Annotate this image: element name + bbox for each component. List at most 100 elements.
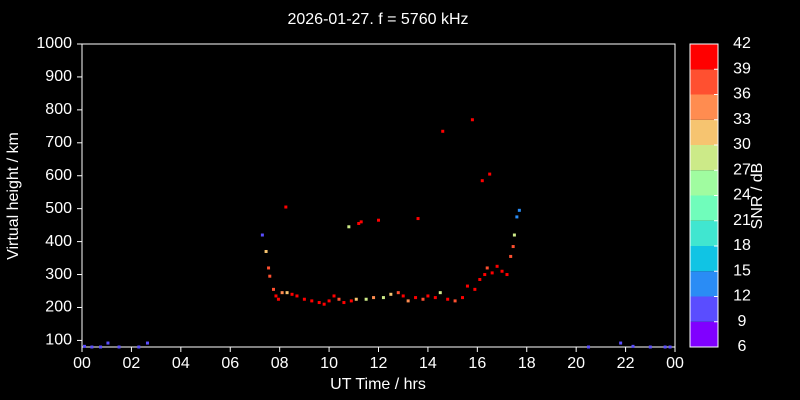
data-point <box>426 294 430 298</box>
x-tick-label: 00 <box>73 355 91 372</box>
x-tick-label: 12 <box>370 355 388 372</box>
data-point <box>377 218 380 222</box>
colorbar-band <box>690 119 718 145</box>
colorbar-band <box>690 69 718 95</box>
data-point <box>337 297 341 301</box>
data-point <box>587 345 591 349</box>
data-point <box>332 294 336 298</box>
colorbar-band <box>690 296 718 322</box>
colorbar-band <box>690 145 718 171</box>
y-tick-label: 200 <box>45 299 72 316</box>
data-point <box>372 296 376 300</box>
y-axis-label: Virtual height / km <box>5 132 22 260</box>
data-point <box>317 301 321 305</box>
data-point <box>322 302 326 306</box>
data-point <box>260 233 264 237</box>
data-point <box>310 299 314 303</box>
colorbar-tick-label: 36 <box>733 86 751 103</box>
x-tick-label: 20 <box>567 355 585 372</box>
x-tick-label: 22 <box>617 355 635 372</box>
y-tick-label: 1000 <box>36 35 72 52</box>
x-axis-label: UT Time / hrs <box>330 376 426 393</box>
data-point <box>295 294 299 298</box>
x-tick-label: 10 <box>320 355 338 372</box>
data-point <box>90 345 94 349</box>
colorbar-label: SNR / dB <box>749 163 766 230</box>
data-point <box>663 345 667 349</box>
data-point <box>465 284 469 288</box>
data-point <box>619 341 623 345</box>
data-point <box>349 299 353 303</box>
x-tick-label: 00 <box>666 355 684 372</box>
colorbar-tick-label: 27 <box>733 161 751 178</box>
data-point <box>137 345 141 349</box>
data-point <box>485 266 489 270</box>
colorbar-band <box>690 94 718 120</box>
colorbar-tick-label: 30 <box>733 136 751 153</box>
colorbar-tick-label: 6 <box>738 338 747 355</box>
colorbar-tick-label: 39 <box>733 60 751 77</box>
data-point <box>483 273 487 277</box>
data-point <box>327 299 331 303</box>
data-point <box>401 294 405 298</box>
data-point <box>517 208 521 212</box>
y-tick-label: 600 <box>45 167 72 184</box>
data-point <box>284 205 288 209</box>
colorbar-tick-label: 33 <box>733 111 751 128</box>
data-point <box>359 220 363 224</box>
colorbar-tick-label: 24 <box>733 187 751 204</box>
colorbar-band <box>690 44 718 70</box>
data-point <box>505 273 509 277</box>
data-point <box>515 215 519 219</box>
data-point <box>446 297 450 301</box>
colorbar-band <box>690 195 718 221</box>
data-point <box>280 291 284 295</box>
y-tick-label: 700 <box>45 134 72 151</box>
data-point <box>302 297 306 301</box>
data-point <box>490 271 494 275</box>
y-tick-label: 400 <box>45 233 72 250</box>
data-point <box>512 233 516 237</box>
data-point <box>461 296 465 300</box>
data-point <box>276 297 280 301</box>
data-point <box>267 266 271 270</box>
data-point <box>354 297 358 301</box>
data-point <box>274 294 278 298</box>
data-point <box>648 345 652 349</box>
colorbar-tick-label: 42 <box>733 35 751 52</box>
data-point <box>478 277 482 281</box>
data-point <box>347 225 351 229</box>
chart-title: 2026-01-27. f = 5760 kHz <box>287 11 468 28</box>
data-point <box>381 296 385 300</box>
data-point <box>668 345 672 349</box>
data-point <box>290 292 294 296</box>
data-point <box>271 287 275 291</box>
data-point <box>364 297 368 301</box>
colorbar-band <box>690 246 718 272</box>
data-point <box>396 291 400 295</box>
x-tick-label: 16 <box>468 355 486 372</box>
data-point <box>406 299 410 303</box>
x-tick-label: 06 <box>221 355 239 372</box>
data-point <box>438 291 442 295</box>
data-point <box>421 297 425 301</box>
data-point <box>453 299 457 303</box>
data-point <box>268 274 272 278</box>
x-tick-label: 08 <box>271 355 289 372</box>
data-point <box>106 341 110 345</box>
x-tick-label: 02 <box>123 355 141 372</box>
data-point <box>357 221 361 225</box>
x-tick-label: 18 <box>518 355 536 372</box>
colorbar-band <box>690 271 718 297</box>
data-point <box>117 345 121 349</box>
y-tick-label: 900 <box>45 68 72 85</box>
colorbar-band <box>690 220 718 246</box>
y-tick-label: 300 <box>45 266 72 283</box>
data-point <box>416 217 420 221</box>
data-point <box>342 301 346 305</box>
colorbar-tick-label: 15 <box>733 262 751 279</box>
